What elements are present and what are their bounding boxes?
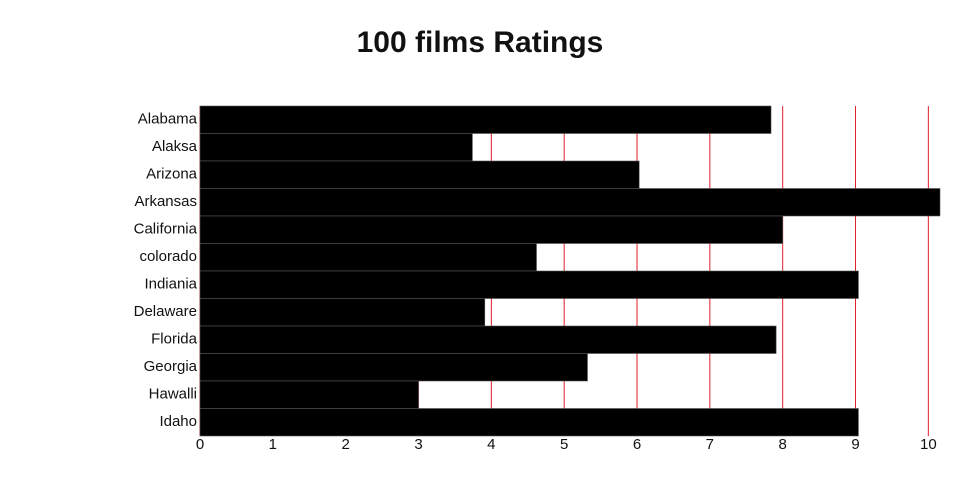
y-tick-label: colorado: [139, 248, 197, 265]
bar: [199, 188, 941, 217]
x-tick-label: 6: [633, 436, 641, 453]
y-tick-label: Idaho: [159, 413, 197, 430]
bar: [199, 270, 859, 299]
y-tick-label: Arkansas: [134, 193, 197, 210]
y-tick-label: Alabama: [138, 111, 198, 128]
bar: [199, 133, 473, 162]
y-tick-label: California: [134, 221, 198, 238]
x-tick-label: 4: [487, 436, 495, 453]
x-tick-label: 5: [560, 436, 568, 453]
bar: [199, 353, 588, 382]
y-tick-label: Arizona: [146, 166, 198, 183]
bar: [199, 215, 783, 244]
y-tick-label: Georgia: [144, 358, 198, 375]
x-tick-label: 10: [920, 436, 937, 453]
y-tick-label: Indiania: [144, 276, 197, 293]
bar: [199, 380, 419, 409]
y-tick-label: Delaware: [134, 303, 197, 320]
bar: [199, 105, 772, 134]
chart-title: 100 films Ratings: [357, 26, 604, 59]
x-tick-label: 0: [196, 436, 204, 453]
x-tick-label: 7: [706, 436, 714, 453]
x-tick-label: 1: [269, 436, 277, 453]
x-tick-label: 9: [851, 436, 859, 453]
x-tick-label: 3: [414, 436, 422, 453]
y-tick-label: Hawalli: [149, 386, 197, 403]
bar: [199, 408, 859, 437]
x-tick-label: 8: [779, 436, 787, 453]
bar: [199, 243, 537, 272]
y-tick-label: Florida: [151, 331, 198, 348]
bar: [199, 160, 640, 189]
bar: [199, 298, 486, 327]
bar: [199, 325, 777, 354]
x-tick-label: 2: [341, 436, 349, 453]
y-tick-label: Alaksa: [152, 138, 198, 155]
